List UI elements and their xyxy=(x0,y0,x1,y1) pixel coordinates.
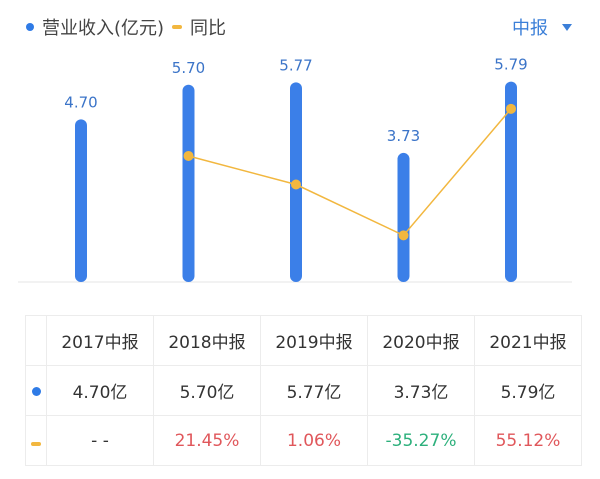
period-selector-label: 中报 xyxy=(512,18,548,39)
revenue-cell: 5.79亿 xyxy=(474,365,582,416)
yoy-row-marker xyxy=(25,415,47,466)
yoy-cell: -35.27% xyxy=(367,415,475,466)
revenue-legend-dot-icon xyxy=(26,23,34,31)
bar-value-label: 5.70 xyxy=(172,59,205,77)
revenue-legend-label: 营业收入(亿元) xyxy=(42,18,165,39)
table-row-revenue: 4.70亿 5.70亿 5.77亿 3.73亿 5.79亿 xyxy=(25,365,582,416)
revenue-bar xyxy=(182,84,195,282)
table-header-cell: 2020中报 xyxy=(367,315,475,366)
yoy-point xyxy=(506,103,516,114)
revenue-cell: 5.70亿 xyxy=(153,365,261,416)
yoy-point xyxy=(398,230,409,241)
data-table: 2017中报 2018中报 2019中报 2020中报 2021中报 4.70亿… xyxy=(25,315,582,466)
dropdown-triangle-icon xyxy=(562,23,572,31)
chart-legend: 营业收入(亿元) 同比 xyxy=(26,14,226,40)
table-header-cell: 2017中报 xyxy=(46,315,154,366)
yoy-legend-label: 同比 xyxy=(190,18,227,39)
table-corner-cell xyxy=(25,315,47,366)
table-header-cell: 2021中报 xyxy=(474,315,582,366)
bar-value-label: 5.79 xyxy=(494,56,527,74)
table-header-row: 2017中报 2018中报 2019中报 2020中报 2021中报 xyxy=(25,315,582,366)
revenue-cell: 4.70亿 xyxy=(46,365,154,416)
bar-value-label: 3.73 xyxy=(387,127,420,145)
yoy-dash-icon xyxy=(31,441,41,446)
revenue-bar xyxy=(397,152,410,282)
revenue-cell: 5.77亿 xyxy=(260,365,368,416)
revenue-dot-icon xyxy=(31,386,41,396)
revenue-bar xyxy=(75,119,87,282)
period-selector[interactable]: 中报 xyxy=(512,14,572,40)
yoy-cell: 55.12% xyxy=(474,415,582,466)
yoy-point xyxy=(291,179,301,190)
yoy-cell: - - xyxy=(46,415,154,466)
yoy-line xyxy=(188,108,512,237)
yoy-point xyxy=(183,150,194,161)
yoy-cell: 1.06% xyxy=(260,415,368,466)
revenue-cell: 3.73亿 xyxy=(367,365,475,416)
yoy-cell: 21.45% xyxy=(153,415,261,466)
revenue-row-marker xyxy=(25,365,47,416)
table-row-yoy: - - 21.45% 1.06% -35.27% 55.12% xyxy=(25,415,582,466)
bar-value-label: 5.77 xyxy=(279,56,312,74)
table-header-cell: 2019中报 xyxy=(260,315,368,366)
table-header-cell: 2018中报 xyxy=(153,315,261,366)
revenue-chart: 4.70 5.70 5.77 3.73 5.79 xyxy=(18,56,572,283)
revenue-bar xyxy=(505,81,517,282)
bar-value-label: 4.70 xyxy=(64,93,97,111)
yoy-legend-dash-icon xyxy=(172,25,183,29)
